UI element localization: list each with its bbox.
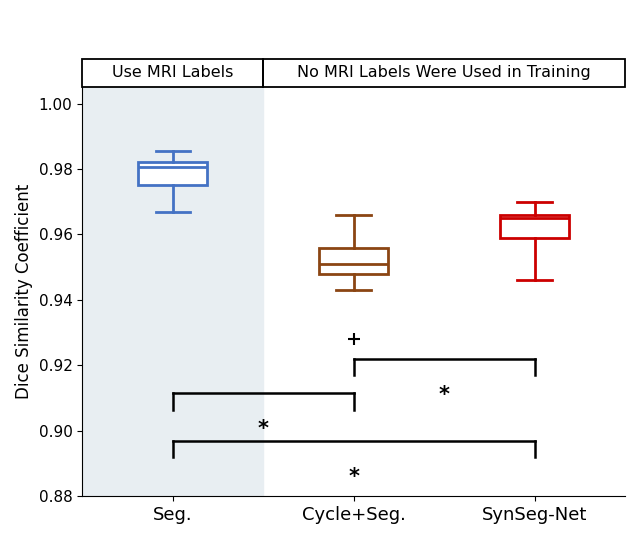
Text: No MRI Labels Were Used in Training: No MRI Labels Were Used in Training — [297, 65, 591, 80]
Bar — [83, 87, 263, 496]
PathPatch shape — [138, 162, 207, 185]
Bar — [263, 59, 625, 87]
PathPatch shape — [500, 215, 569, 238]
Y-axis label: Dice Similarity Coefficient: Dice Similarity Coefficient — [15, 184, 33, 399]
PathPatch shape — [319, 247, 388, 274]
Text: *: * — [258, 419, 269, 439]
Text: *: * — [438, 385, 449, 405]
Text: *: * — [348, 467, 359, 487]
Text: Use MRI Labels: Use MRI Labels — [112, 65, 234, 80]
Bar — [83, 59, 263, 87]
